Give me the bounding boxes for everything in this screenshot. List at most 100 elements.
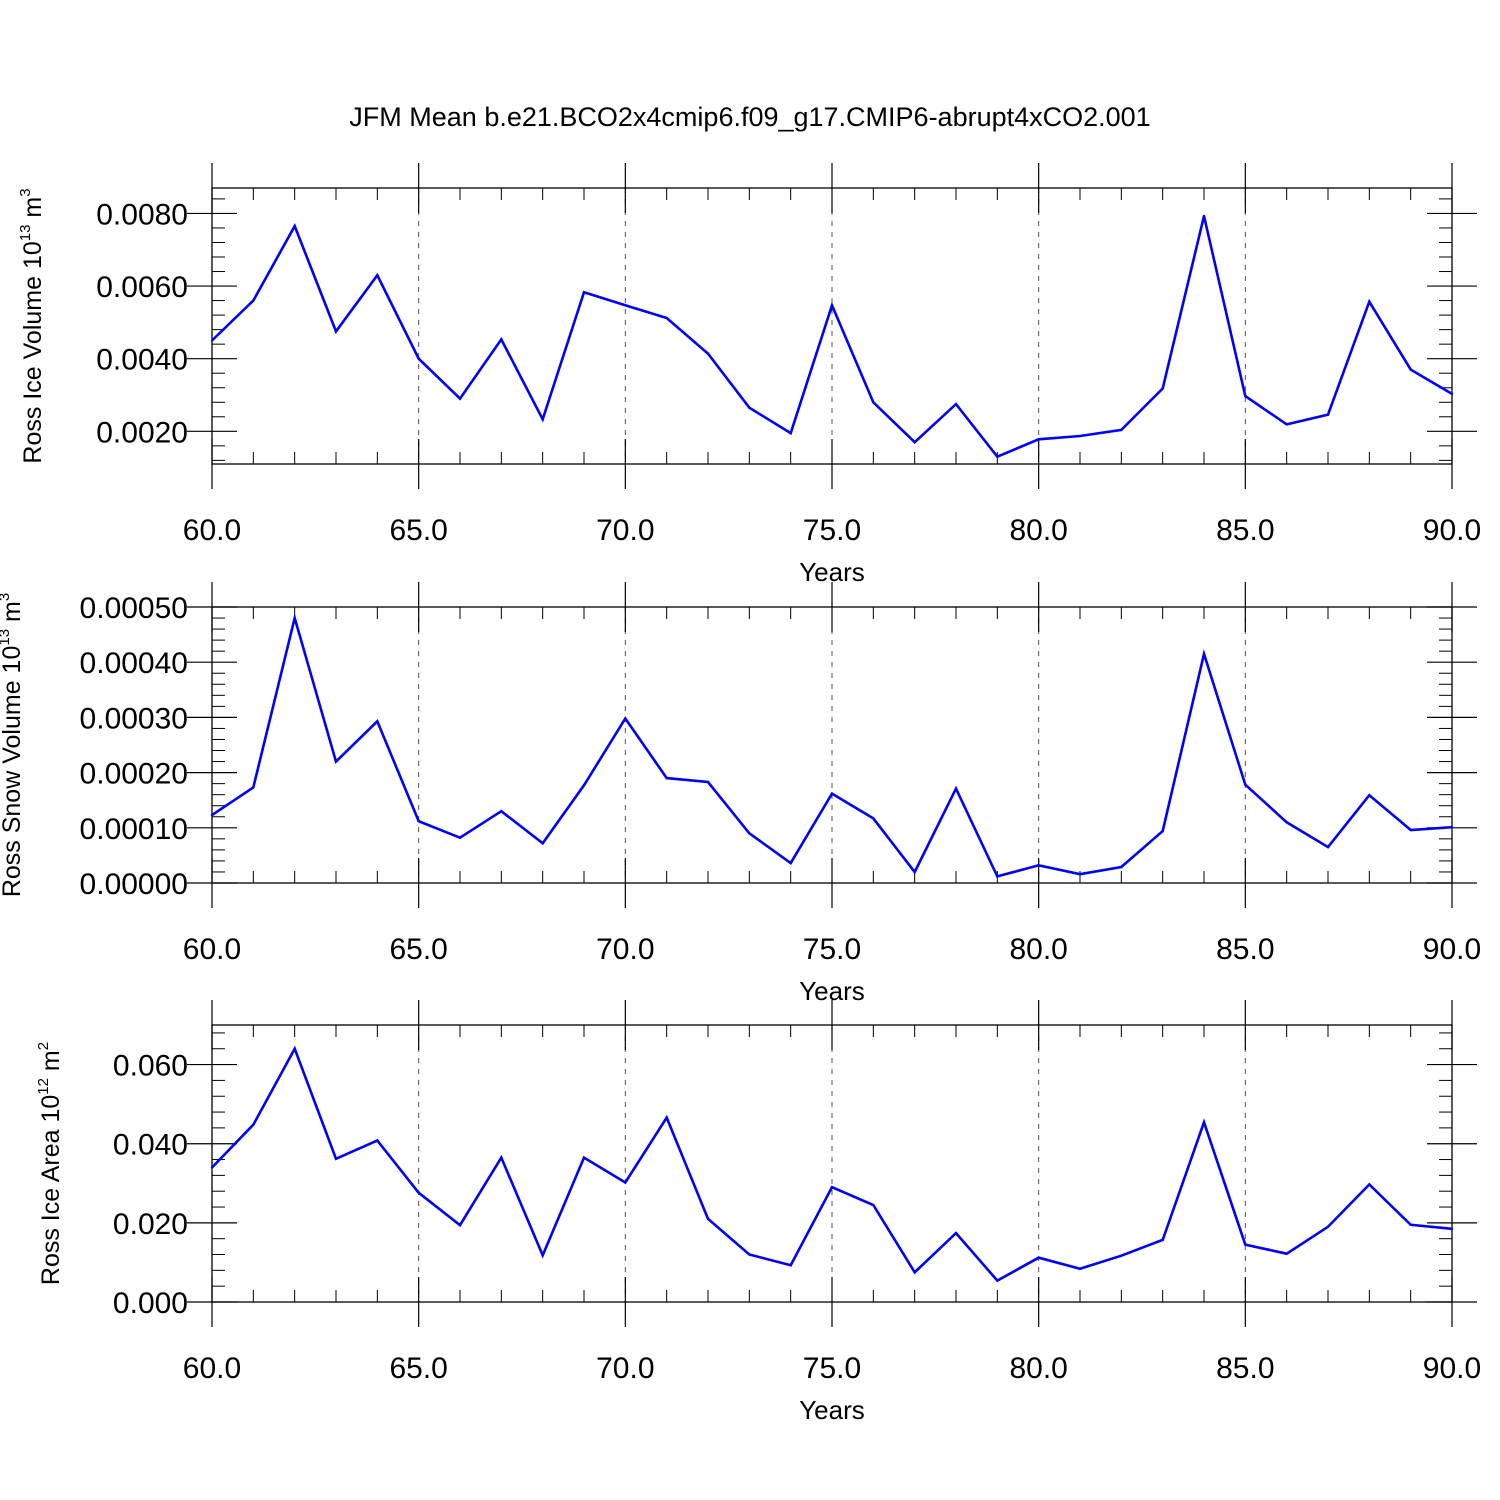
data-point xyxy=(1450,392,1454,396)
data-point xyxy=(1244,394,1247,398)
data-point xyxy=(1078,872,1082,876)
panel-2: 60.0 65.0 70.0 75.0 80.0 85.0 90.0 0.00000 0.000… xyxy=(0,582,1481,1006)
data-point xyxy=(1202,652,1206,656)
y-axis-label-text: m xyxy=(0,601,26,629)
data-point xyxy=(334,330,338,333)
data-point xyxy=(1161,387,1164,390)
data-point xyxy=(789,861,792,865)
data-point xyxy=(1285,1252,1288,1255)
data-point xyxy=(872,817,875,820)
data-point xyxy=(541,1254,544,1257)
data-point xyxy=(1285,423,1288,426)
x-tick-label: 90.0 xyxy=(1423,933,1481,966)
x-tick-label: 75.0 xyxy=(803,1352,861,1385)
data-point xyxy=(913,1271,916,1274)
data-point xyxy=(1368,1183,1371,1186)
data-point xyxy=(830,1186,834,1189)
y-axis-label-superscript: 13 xyxy=(0,629,13,646)
x-axis-label: Years xyxy=(799,1395,865,1425)
y-tick-label: 0.00020 xyxy=(80,758,188,791)
data-point xyxy=(500,810,503,813)
data-point xyxy=(1120,865,1123,869)
data-point xyxy=(376,273,379,277)
x-tick-label: 80.0 xyxy=(1009,1352,1067,1385)
x-tick-label: 80.0 xyxy=(1009,933,1067,966)
data-point xyxy=(665,1116,668,1119)
data-point xyxy=(1037,864,1040,867)
data-point xyxy=(1037,438,1040,441)
data-point xyxy=(1326,845,1330,849)
plot-frame xyxy=(211,1024,1453,1303)
data-point xyxy=(1285,821,1288,824)
data-point xyxy=(334,760,338,763)
data-point xyxy=(1078,1267,1082,1270)
y-tick-label: 0.00040 xyxy=(80,647,188,680)
data-point xyxy=(1244,783,1247,786)
data-point xyxy=(1368,794,1371,797)
x-tick-label: 65.0 xyxy=(389,514,447,547)
panel-3: 60.0 65.0 70.0 75.0 80.0 85.0 90.0 0.000 0.020 0.… xyxy=(35,1000,1481,1425)
data-point xyxy=(706,780,710,784)
data-point xyxy=(1409,828,1412,832)
x-tick-label: 60.0 xyxy=(183,1352,241,1385)
x-tick-label: 70.0 xyxy=(596,1352,654,1385)
x-tick-label: 65.0 xyxy=(389,1352,447,1385)
data-point xyxy=(417,1191,420,1194)
data-point xyxy=(210,813,214,817)
plot-frame xyxy=(211,187,1453,465)
y-axis-label-superscript: 2 xyxy=(35,1042,52,1050)
panels: 60.0 65.0 70.0 75.0 80.0 85.0 90.0 0.0020 0.0040… xyxy=(0,163,1481,1425)
x-tick-label: 85.0 xyxy=(1216,1352,1274,1385)
y-axis-label: Ross Ice Area 1012 m2 xyxy=(35,1042,65,1285)
y-tick-label: 0.0040 xyxy=(96,344,188,377)
data-point xyxy=(748,406,751,409)
x-tick-label: 90.0 xyxy=(1423,514,1481,547)
data-point xyxy=(293,1047,296,1050)
data-point xyxy=(458,836,462,839)
data-point xyxy=(1078,434,1082,438)
data-point xyxy=(458,1224,462,1227)
plot-frame xyxy=(211,606,1453,884)
y-tick-label: 0.0060 xyxy=(96,271,188,304)
x-tick-label: 90.0 xyxy=(1423,1352,1481,1385)
y-axis-label-superscript: 3 xyxy=(17,188,34,196)
y-tick-label: 0.020 xyxy=(113,1208,188,1241)
data-point xyxy=(872,1203,875,1207)
data-point xyxy=(417,819,420,823)
data-point xyxy=(706,352,710,355)
data-point xyxy=(996,455,999,458)
data-point xyxy=(541,418,544,421)
panel-1: 60.0 65.0 70.0 75.0 80.0 85.0 90.0 0.0020 0.0040… xyxy=(17,163,1481,587)
data-point xyxy=(582,1156,586,1159)
y-tick-label: 0.00050 xyxy=(80,592,188,625)
x-tick-label: 75.0 xyxy=(803,514,861,547)
x-tick-label: 60.0 xyxy=(183,514,241,547)
data-point xyxy=(1326,1225,1330,1229)
data-point xyxy=(500,338,503,341)
data-point xyxy=(665,316,668,320)
data-point xyxy=(913,870,916,874)
y-tick-label: 0.00000 xyxy=(80,868,188,901)
data-point xyxy=(706,1217,710,1221)
data-point xyxy=(624,304,627,307)
x-tick-label: 80.0 xyxy=(1009,514,1067,547)
data-point xyxy=(582,784,586,787)
data-point xyxy=(954,1231,958,1235)
data-point xyxy=(789,431,792,435)
data-point xyxy=(665,776,668,780)
data-point xyxy=(1161,1238,1164,1242)
data-point xyxy=(1326,413,1330,416)
data-point xyxy=(1450,826,1454,829)
data-point xyxy=(1409,1223,1412,1227)
y-axis-label-superscript: 3 xyxy=(0,593,13,601)
data-point xyxy=(830,304,834,307)
data-point xyxy=(458,397,462,400)
data-point xyxy=(954,402,958,406)
x-tick-label: 70.0 xyxy=(596,933,654,966)
x-tick-label: 65.0 xyxy=(389,933,447,966)
y-axis-label: Ross Ice Volume 1013 m3 xyxy=(17,188,47,463)
data-point xyxy=(252,299,255,302)
y-axis-label: Ross Snow Volume 1013 m3 xyxy=(0,593,26,897)
